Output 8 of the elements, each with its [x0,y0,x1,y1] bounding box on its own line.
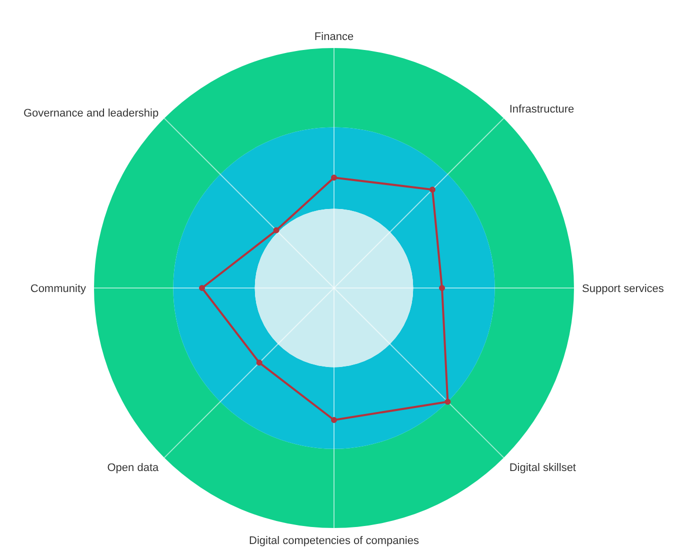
spoke-label: Infrastructure [509,104,574,116]
spoke-label: Digital skillset [509,462,576,474]
spoke-label: Open data [107,462,160,474]
spoke-label: Community [30,282,86,295]
spoke-label: Digital competencies of companies [249,534,420,547]
spoke-label: Support services [582,282,664,295]
spoke-label: Governance and leadership [23,108,159,120]
spoke-label: Finance [314,31,354,43]
